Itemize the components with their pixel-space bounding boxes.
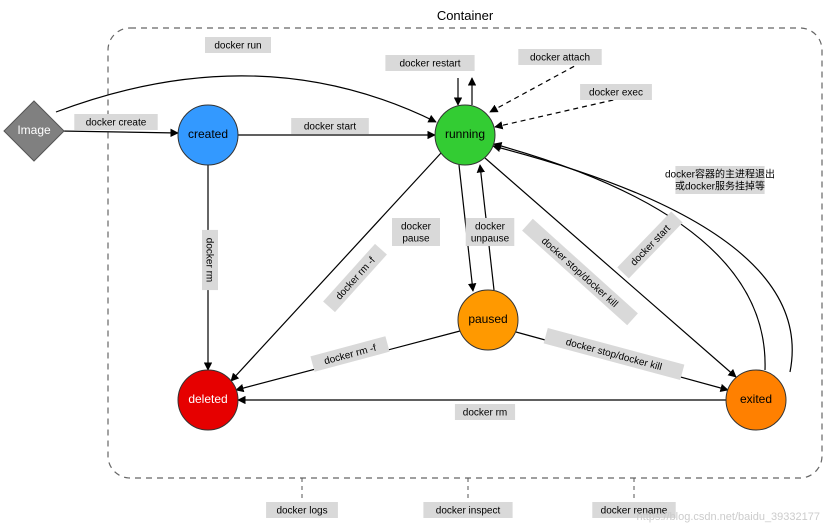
node-label-exited: exited xyxy=(740,392,772,406)
svg-text:docker start: docker start xyxy=(629,223,673,268)
node-paused: paused xyxy=(458,290,518,350)
node-running: running xyxy=(435,105,495,165)
edge-label: docker create xyxy=(74,114,157,130)
edge-label: docker rm -f xyxy=(323,244,387,312)
edge-label: docker容器的主进程退出或docker服务挂掉等 xyxy=(665,166,775,194)
edge-label: dockerunpause xyxy=(466,218,515,246)
edge-label: docker rm xyxy=(202,230,218,290)
svg-text:或docker服务挂掉等: 或docker服务挂掉等 xyxy=(675,180,765,193)
edge-label: docker restart xyxy=(385,55,474,71)
edge-label: docker stop/docker kill xyxy=(544,328,685,380)
edge-label: docker stop/docker kill xyxy=(522,219,638,326)
svg-text:docker: docker xyxy=(475,222,506,233)
svg-text:docker create: docker create xyxy=(86,118,147,129)
edge-label: docker start xyxy=(291,118,369,134)
edge-label: docker exec xyxy=(580,84,652,100)
node-label-created: created xyxy=(188,127,228,141)
edge-label: docker start xyxy=(617,212,682,279)
edge-label: docker rm -f xyxy=(310,336,389,372)
node-label-deleted: deleted xyxy=(188,392,227,406)
node-label-running: running xyxy=(445,127,485,141)
edge-label: docker run xyxy=(205,37,271,53)
edge-label: docker inspect xyxy=(423,502,512,518)
edge-label: docker logs xyxy=(266,502,338,518)
node-image: Image xyxy=(4,101,64,161)
svg-text:docker rm: docker rm xyxy=(463,408,507,419)
edge-img-create xyxy=(60,131,178,133)
svg-text:unpause: unpause xyxy=(471,234,510,245)
svg-text:docker logs: docker logs xyxy=(276,506,327,517)
node-label-paused: paused xyxy=(468,312,507,326)
edge-label: dockerpause xyxy=(392,218,440,246)
node-created: created xyxy=(178,105,238,165)
node-deleted: deleted xyxy=(178,370,238,430)
watermark: https://blog.csdn.net/baidu_39332177 xyxy=(637,511,820,523)
svg-text:docker exec: docker exec xyxy=(589,88,643,99)
svg-text:pause: pause xyxy=(402,234,430,245)
svg-text:docker attach: docker attach xyxy=(530,53,590,64)
diagram-canvas: Container docker create docker run docker s… xyxy=(0,0,826,526)
svg-text:docker inspect: docker inspect xyxy=(436,506,501,517)
edge-attach xyxy=(490,62,582,112)
svg-text:docker stop/docker kill: docker stop/docker kill xyxy=(539,236,620,310)
svg-text:docker rm: docker rm xyxy=(203,238,214,282)
svg-text:docker容器的主进程退出: docker容器的主进程退出 xyxy=(665,168,775,181)
edge-label: docker rm xyxy=(455,404,515,420)
node-label-image: Image xyxy=(17,123,51,137)
svg-text:docker run: docker run xyxy=(214,41,261,52)
svg-text:docker start: docker start xyxy=(304,122,356,133)
svg-text:docker: docker xyxy=(401,222,432,233)
container-title: Container xyxy=(437,8,494,23)
edge-run-rmf xyxy=(231,153,441,381)
edge-label: docker attach xyxy=(518,49,601,65)
edge-exec xyxy=(495,98,622,127)
svg-text:docker restart: docker restart xyxy=(399,59,460,70)
node-exited: exited xyxy=(726,370,786,430)
